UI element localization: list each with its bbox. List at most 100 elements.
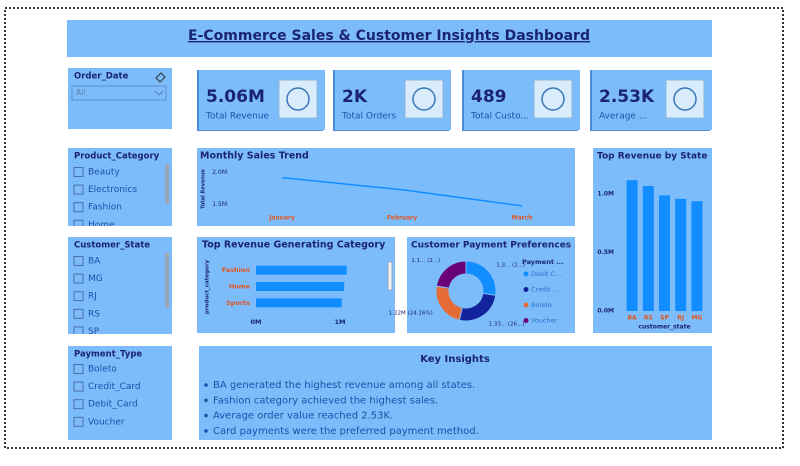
kpi-icon	[278, 79, 318, 119]
kpi-value: 489	[471, 87, 507, 107]
x-tick-label: MG	[691, 315, 702, 322]
y-tick-label: 1.5M	[212, 201, 227, 208]
kpi-icon	[404, 79, 444, 119]
kpi-label: Total Orders	[341, 112, 396, 122]
y-tick-label: 2.0M	[212, 169, 227, 176]
scrollbar	[165, 164, 169, 204]
x-axis-label: customer_state	[638, 324, 690, 331]
kpi-icon-glyph	[412, 87, 436, 111]
kpi-value: 5.06M	[206, 87, 265, 107]
x-tick-label: SP	[660, 315, 669, 322]
chevron	[154, 90, 164, 96]
y-tick-label: 0.5M	[597, 249, 614, 256]
donut-slice	[435, 260, 467, 289]
chart-title: Monthly Sales Trend	[200, 151, 309, 162]
kpi-icon-glyph	[673, 87, 697, 111]
bar	[675, 198, 687, 311]
checkbox[interactable]	[73, 326, 84, 336]
checkbox[interactable]	[73, 256, 84, 266]
checkbox[interactable]	[73, 416, 84, 427]
x-tick-label: 1M	[335, 318, 346, 326]
slicer-title: Order_Date	[74, 72, 129, 82]
legend-swatch	[523, 318, 529, 323]
bar	[256, 282, 345, 291]
dashboard-title: E-Commerce Sales & Customer Insights Das…	[188, 28, 590, 44]
dropdown-value: All	[76, 88, 85, 97]
x-tick-label: RS	[644, 315, 653, 322]
slicer-content: Order_Date All	[71, 72, 167, 101]
bar	[256, 265, 347, 275]
kpi-value: 2K	[342, 87, 368, 107]
kpi-icon-glyph	[541, 87, 565, 111]
x-tick-label: March	[512, 215, 533, 222]
eraser-icon	[155, 72, 166, 83]
slicer-item: Boleto	[88, 365, 117, 375]
insight-text: Fashion category achieved the highest sa…	[213, 395, 438, 406]
kpi-value: 2.53K	[599, 87, 655, 107]
checkbox[interactable]	[73, 291, 84, 302]
chart-title: Customer Payment Preferences	[411, 241, 571, 251]
data-label: 1.33... (26...)	[489, 321, 525, 327]
slicer-item: Credit_Card	[88, 382, 141, 392]
chart-panel	[197, 148, 575, 226]
slicer-item: Debit_Card	[88, 400, 138, 410]
checkbox[interactable]	[73, 167, 84, 177]
checkbox[interactable]	[73, 273, 84, 284]
chart-title: Top Revenue by State	[597, 152, 707, 162]
slicer	[68, 237, 172, 334]
kpi-icon	[533, 79, 573, 119]
checkbox[interactable]	[73, 202, 84, 213]
legend-swatch	[523, 287, 529, 292]
checkbox[interactable]	[73, 184, 84, 195]
bullet	[204, 398, 208, 403]
insight-text: Card payments were the preferred payment…	[213, 426, 479, 437]
slicer	[68, 346, 172, 440]
bar	[659, 195, 670, 311]
slicer-title: Customer_State	[74, 241, 150, 251]
slicer-content: Customer_State BA MG RJ RS SP	[73, 241, 169, 337]
x-tick-label: 0M	[251, 318, 262, 326]
kpi-icon-glyph	[286, 87, 310, 111]
slicer-item: RJ	[88, 292, 97, 302]
slicer-item: BA	[88, 257, 101, 267]
bar	[691, 201, 703, 311]
bar	[626, 180, 638, 311]
kpi-label: Total Revenue	[205, 112, 270, 122]
legend-label: Voucher	[531, 317, 558, 325]
legend-swatch	[523, 302, 529, 308]
slicer-title: Payment_Type	[74, 350, 142, 360]
data-label: 1.3... (2...)	[496, 262, 525, 268]
chart-title: Top Revenue Generating Category	[202, 240, 386, 251]
kpi-label: Total Custo...	[470, 112, 529, 122]
insights-title: Key Insights	[420, 354, 490, 365]
checkbox[interactable]	[73, 308, 84, 319]
checkbox[interactable]	[73, 219, 84, 229]
scrollbar	[387, 261, 393, 291]
slicer-content: Payment_Type Boleto Credit_Card Debit_Card V…	[73, 350, 142, 427]
x-tick-label: BA	[627, 315, 637, 322]
y-axis-label: Total Revenue	[201, 168, 207, 208]
bullet	[204, 413, 208, 418]
checkbox[interactable]	[73, 399, 84, 410]
bar	[642, 186, 654, 311]
slicer-item: Voucher	[88, 417, 125, 427]
slicer-item: MG	[88, 274, 103, 284]
insights-panel	[199, 346, 712, 440]
checkbox[interactable]	[73, 381, 84, 392]
bullet	[204, 429, 208, 433]
slicer-item: RS	[88, 309, 100, 319]
dropdown[interactable]	[71, 85, 167, 101]
kpi-label: Average ...	[599, 112, 647, 122]
insight-text: Average order value reached 2.53K.	[213, 411, 393, 422]
frame	[4, 7, 784, 449]
bullet	[204, 383, 208, 387]
checkbox[interactable]	[73, 364, 84, 374]
slicer-title: Product_Category	[74, 152, 160, 162]
y-tick-label: Sports	[226, 299, 250, 307]
data-label: 1.1... (2...)	[411, 258, 440, 264]
slicer-item: Home	[88, 220, 115, 230]
legend-label: Debit C...	[531, 270, 561, 278]
data-label: 1.22M (24.16%)	[389, 311, 433, 317]
y-tick-label: Home	[229, 283, 251, 291]
slicer-item: SP	[88, 327, 100, 337]
